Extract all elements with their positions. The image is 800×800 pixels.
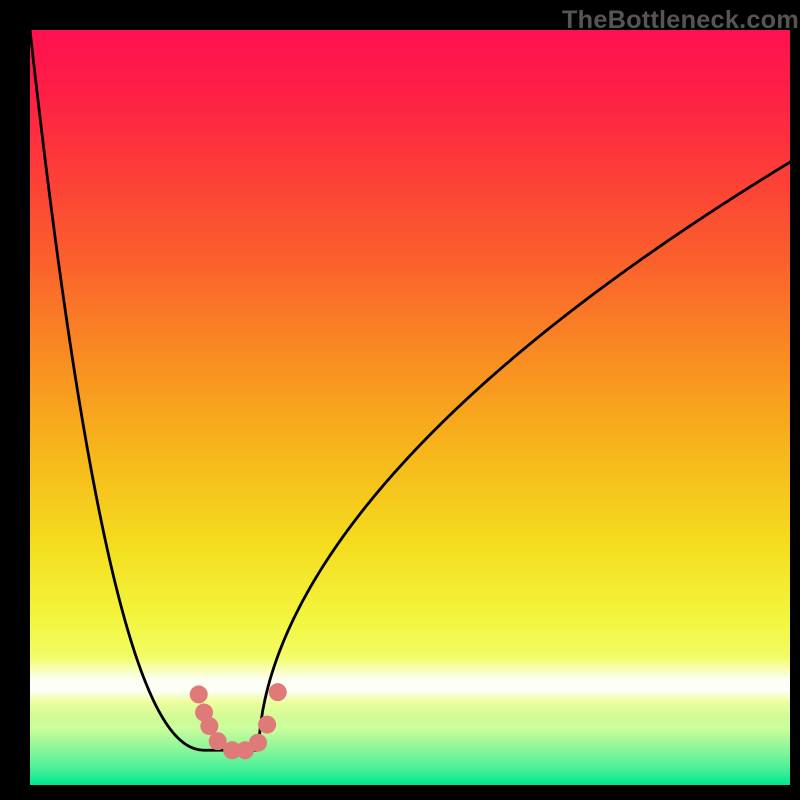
- plot-area: [30, 30, 790, 785]
- marker-dot: [249, 734, 267, 752]
- chart-stage: TheBottleneck.com: [0, 0, 800, 800]
- curve-layer: [30, 30, 790, 785]
- marker-dot: [190, 685, 208, 703]
- marker-dot: [258, 716, 276, 734]
- marker-dot: [269, 683, 287, 701]
- marker-dot: [200, 717, 218, 735]
- bottleneck-curve: [30, 30, 790, 750]
- marker-group: [190, 683, 287, 759]
